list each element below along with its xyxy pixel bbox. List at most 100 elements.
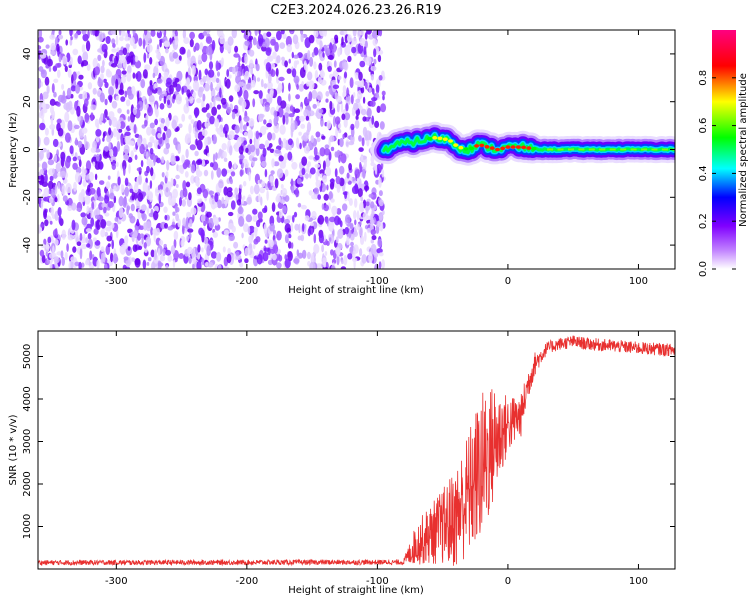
noise-blob <box>235 251 240 257</box>
noise-blob <box>104 195 110 204</box>
noise-blob <box>366 215 371 220</box>
noise-blob <box>142 38 146 50</box>
noise-blob <box>81 216 88 226</box>
noise-blob <box>308 34 315 44</box>
noise-blob <box>190 175 195 184</box>
noise-blob <box>241 30 245 33</box>
noise-blob <box>264 169 268 178</box>
noise-blob <box>336 183 341 193</box>
noise-blob <box>248 35 254 41</box>
noise-blob <box>153 232 156 242</box>
noise-blob <box>221 143 227 151</box>
noise-blob <box>179 197 182 207</box>
noise-blob <box>278 155 284 162</box>
noise-blob <box>202 31 208 36</box>
noise-blob <box>220 97 227 105</box>
noise-blob <box>119 82 124 92</box>
noise-blob <box>241 232 244 239</box>
noise-blob <box>226 106 232 114</box>
noise-blob <box>359 248 363 257</box>
noise-blob <box>152 72 156 78</box>
noise-blob <box>279 42 286 49</box>
noise-blob <box>328 221 335 232</box>
noise-blob <box>174 30 178 38</box>
noise-blob <box>128 213 133 219</box>
noise-blob <box>373 163 378 171</box>
colorbar-gradient <box>712 30 736 269</box>
noise-blob <box>40 69 47 79</box>
noise-blob <box>122 159 127 171</box>
noise-blob <box>308 91 313 102</box>
noise-cloud <box>38 30 387 269</box>
noise-blob <box>126 206 129 216</box>
noise-blob <box>293 54 299 59</box>
noise-blob <box>61 256 65 266</box>
noise-blob <box>119 121 126 130</box>
noise-blob <box>356 210 360 221</box>
signal-peak <box>484 145 490 149</box>
noise-blob <box>60 170 67 179</box>
noise-blob <box>286 44 292 53</box>
noise-blob <box>332 84 340 90</box>
noise-blob <box>81 127 88 134</box>
noise-blob <box>175 174 180 180</box>
noise-blob <box>291 51 294 59</box>
noise-blob <box>65 183 72 194</box>
noise-blob <box>288 58 291 64</box>
noise-blob <box>280 30 285 35</box>
noise-blob <box>73 124 80 130</box>
noise-blob <box>306 81 310 87</box>
noise-blob <box>204 122 209 129</box>
signal-peak <box>521 145 527 150</box>
noise-blob <box>84 134 87 145</box>
noise-blob <box>273 116 278 127</box>
noise-blob <box>224 130 228 138</box>
noise-blob <box>67 120 73 132</box>
noise-blob <box>108 118 112 126</box>
noise-blob <box>340 266 347 269</box>
noise-blob <box>48 66 52 73</box>
noise-blob <box>266 190 269 201</box>
noise-blob <box>366 30 372 35</box>
noise-blob <box>57 182 61 190</box>
noise-blob <box>370 201 375 209</box>
noise-blob <box>205 103 210 110</box>
noise-blob <box>57 62 62 68</box>
noise-blob <box>262 32 268 40</box>
noise-blob <box>288 234 292 239</box>
noise-blob <box>124 134 131 145</box>
noise-blob <box>296 83 299 90</box>
noise-blob <box>50 117 54 125</box>
noise-blob <box>143 101 149 111</box>
y-tick-label: 4000 <box>22 386 33 411</box>
signal-peak <box>505 145 511 149</box>
noise-blob <box>175 184 179 188</box>
noise-blob <box>184 133 191 144</box>
noise-blob <box>310 135 314 143</box>
noise-blob <box>269 223 275 232</box>
noise-blob <box>266 31 272 38</box>
noise-blob <box>279 124 286 135</box>
noise-blob <box>361 254 367 264</box>
noise-blob <box>44 127 49 136</box>
noise-blob <box>322 160 326 171</box>
noise-blob <box>142 181 148 193</box>
noise-blob <box>85 259 90 266</box>
noise-blob <box>209 115 215 125</box>
noise-blob <box>84 112 90 123</box>
noise-blob <box>164 187 171 198</box>
noise-blob <box>104 263 108 269</box>
noise-blob <box>81 62 84 67</box>
noise-blob <box>149 147 154 155</box>
noise-blob <box>167 226 174 231</box>
noise-blob <box>286 68 292 74</box>
noise-blob <box>137 90 140 102</box>
noise-blob <box>45 44 50 49</box>
noise-blob <box>161 172 165 178</box>
noise-blob <box>51 83 55 94</box>
noise-blob <box>214 192 219 203</box>
noise-blob <box>146 44 153 53</box>
noise-blob <box>279 199 286 204</box>
noise-blob <box>288 93 291 102</box>
